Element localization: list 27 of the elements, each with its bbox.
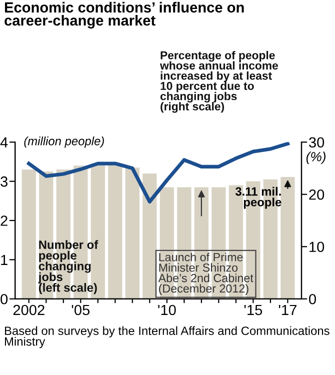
- annotation: Launch of Prime Minister Shinzo Abe’s 2nd Cabinet (December 2012): [158, 252, 254, 295]
- annotation: 3.11 mil. people: [235, 186, 282, 209]
- bar: [22, 170, 36, 299]
- bar: [108, 164, 122, 299]
- x-tick-label: '15: [244, 304, 262, 316]
- y-tick-label: 4: [0, 137, 8, 148]
- text: Percentage of people whose annual income increased by at least 10 percent due to changing jobs (right scale): [160, 50, 278, 113]
- x-tick-label: '05: [72, 304, 90, 316]
- x-tick-label: '17: [278, 304, 296, 315]
- y2-tick-label: 0: [309, 294, 316, 304]
- y2-tick-label: 10: [310, 242, 324, 252]
- chart-title: Economic conditions’ influence on career-change market: [4, 2, 244, 29]
- bar: [125, 168, 140, 299]
- y-axis-title: (million people): [24, 136, 104, 148]
- y-tick-label: 2: [0, 216, 8, 226]
- y2-tick-label: 20: [309, 189, 324, 200]
- y2-tick-label: 30: [309, 137, 324, 148]
- y-tick-label: 0: [0, 294, 8, 304]
- y-tick-label: 3: [0, 176, 8, 187]
- y2-axis-title: (%): [306, 152, 326, 164]
- bar: [280, 177, 295, 299]
- y-tick-label: 1: [1, 254, 8, 265]
- bar: [142, 173, 157, 299]
- x-tick-label: 2002: [13, 304, 44, 316]
- series-label: Number of people changing jobs (left scale): [38, 240, 98, 294]
- text: Based on surveys by the Internal Affairs and Communications Ministry: [5, 326, 330, 348]
- x-tick-label: '10: [158, 304, 176, 316]
